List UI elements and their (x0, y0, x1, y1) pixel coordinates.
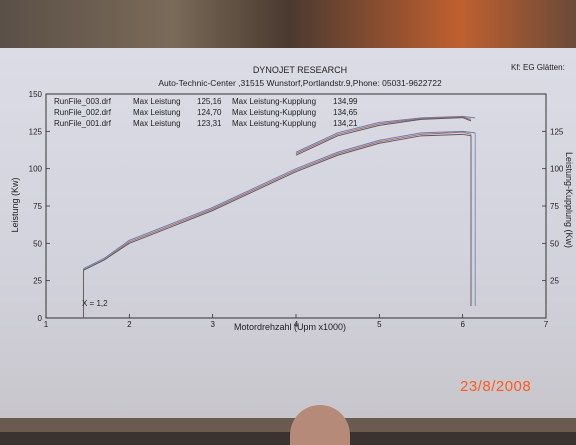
run-max-label-3: Max Leistung (133, 97, 181, 106)
y2-tick-label: 125 (550, 127, 564, 136)
axis-ticks: 1 2 3 4 5 6 7 0 25 50 75 100 125 150 25 50 75 100 125 (29, 90, 564, 329)
run-clutch-value-2: 134,65 (333, 108, 358, 117)
run-max-label-2: Max Leistung (133, 108, 181, 117)
series-lines (83, 115, 476, 318)
corner-info: Kf: EG Glätten: (511, 63, 565, 72)
power-series-line (83, 133, 472, 271)
run-file-1: RunFile_001.drf (54, 119, 112, 128)
chart-address: Auto-Technic-Center ,31515 Wunstorf,Port… (158, 78, 442, 88)
dyno-chart: DYNOJET RESEARCH Auto-Technic-Center ,31… (10, 63, 574, 332)
background-shelf (0, 0, 576, 48)
y-tick-label: 100 (29, 165, 43, 174)
dyno-printout-paper (0, 48, 576, 418)
run-clutch-label-2: Max Leistung-Kupplung (232, 108, 316, 117)
power-series-line (83, 131, 472, 271)
run-file-2: RunFile_002.drf (54, 108, 112, 117)
y-tick-label: 150 (29, 90, 43, 99)
clutch-series-line (295, 116, 472, 155)
y-axis-label: Leistung (Kw) (10, 177, 20, 232)
run-max-value-1: 123,31 (197, 119, 222, 128)
y-tick-label: 25 (33, 277, 42, 286)
run-clutch-label-1: Max Leistung-Kupplung (232, 119, 316, 128)
run-max-value-2: 124,70 (197, 108, 222, 117)
photo-date-stamp: 23/8/2008 (460, 378, 532, 395)
y-tick-label: 75 (33, 202, 42, 211)
background-floor (0, 418, 576, 432)
x-tick-label: 7 (544, 320, 549, 329)
chart-title: DYNOJET RESEARCH (253, 65, 347, 75)
x-tick-label: 2 (127, 320, 132, 329)
y-tick-label: 125 (29, 127, 43, 136)
run-clutch-value-3: 134,99 (333, 97, 358, 106)
y2-axis-label: Leistung-Kupplung (Kw) (564, 152, 574, 248)
photo-background (0, 0, 576, 432)
run-clutch-value-1: 134,21 (333, 119, 358, 128)
y2-tick-label: 75 (550, 202, 559, 211)
run-max-value-3: 125,16 (197, 97, 222, 106)
x-tick-label: 6 (460, 320, 465, 329)
x-axis-label: Motordrehzahl (Upm x1000) (234, 322, 346, 332)
y-tick-label: 0 (38, 314, 43, 323)
power-series-line (83, 130, 476, 270)
x-tick-label: 5 (377, 320, 382, 329)
clutch-series-line (295, 115, 476, 153)
x-tick-label: 3 (210, 320, 215, 329)
run-max-label-1: Max Leistung (133, 119, 181, 128)
y2-tick-label: 25 (550, 277, 559, 286)
y-tick-label: 50 (33, 239, 42, 248)
x-tick-label: 1 (44, 320, 49, 329)
y2-tick-label: 50 (550, 239, 559, 248)
run-info-block: RunFile_003.drf Max Leistung 125,16 Max … (54, 97, 358, 128)
clutch-series-line (295, 117, 472, 156)
run-file-3: RunFile_003.drf (54, 97, 112, 106)
x-tick-label: 4 (294, 320, 299, 329)
run-clutch-label-3: Max Leistung-Kupplung (232, 97, 316, 106)
x-marker-label: X = 1,2 (82, 299, 108, 308)
y2-tick-label: 100 (550, 165, 564, 174)
